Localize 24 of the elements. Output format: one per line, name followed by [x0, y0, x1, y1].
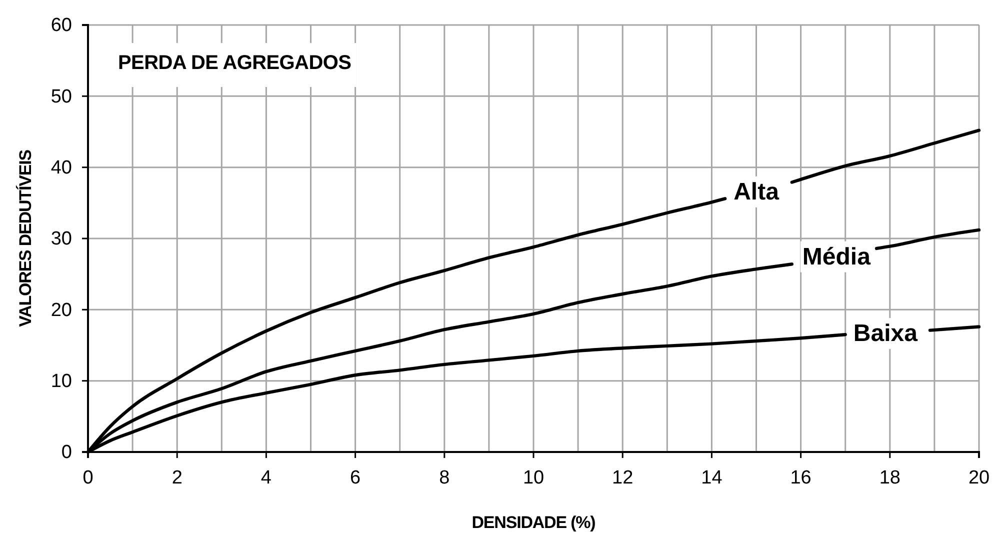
x-tick-label: 6 [350, 467, 361, 488]
series-label: Baixa [853, 320, 918, 347]
x-tick-label: 12 [612, 467, 634, 488]
y-tick-label: 10 [50, 370, 72, 392]
x-tick-label: 18 [879, 467, 900, 488]
y-tick-label: 60 [50, 15, 72, 36]
x-tick-label: 10 [522, 467, 544, 488]
y-tick-label: 50 [50, 86, 72, 108]
y-axis-title: VALORES DEDUTÍVEIS [15, 150, 35, 327]
y-tick-label: 30 [50, 228, 72, 250]
x-tick-label: 2 [172, 467, 182, 488]
y-tick-label: 20 [50, 300, 72, 321]
x-tick-label: 4 [260, 467, 272, 488]
y-tick-label: 40 [50, 157, 72, 178]
x-tick-label: 16 [790, 467, 812, 488]
series-label: Média [802, 243, 872, 270]
series-label: Alta [734, 178, 780, 206]
x-axis-title: DENSIDADE (%) [472, 513, 596, 532]
x-tick-label: 8 [439, 467, 450, 488]
text: PERDA DE AGREGADOS [118, 52, 352, 74]
y-tick-label: 0 [61, 442, 72, 464]
x-tick-label: 0 [82, 467, 94, 488]
x-tick-label: 20 [968, 467, 990, 488]
x-tick-label: 14 [701, 467, 723, 488]
